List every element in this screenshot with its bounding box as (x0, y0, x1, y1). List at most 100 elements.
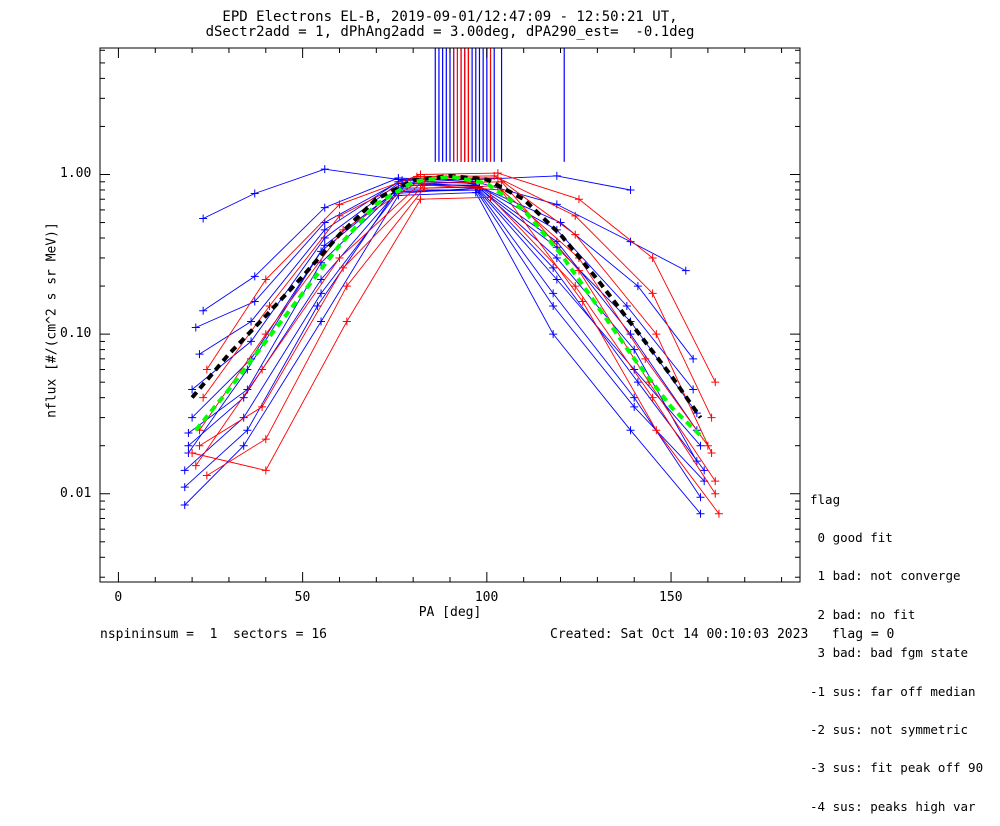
data-point-marker (681, 266, 690, 275)
data-point-marker (626, 185, 635, 194)
legend-title: flag (810, 491, 841, 507)
legend-item: 2 bad: no fit (810, 606, 916, 622)
data-point-marker (549, 263, 558, 272)
data-point-marker (652, 426, 661, 435)
flux-series-line (195, 179, 694, 360)
flux-series-line (184, 192, 701, 514)
flux-series-line (195, 181, 716, 482)
flag-legend: flag 0 good fit 1 bad: not converge 2 ba… (810, 468, 983, 826)
data-point-marker (261, 435, 270, 444)
y-tick-label: 1.00 (60, 166, 92, 182)
data-point-marker (195, 350, 204, 359)
data-point-marker (258, 402, 267, 411)
data-point-marker (247, 317, 256, 326)
data-point-marker (239, 413, 248, 422)
data-point-marker (711, 378, 720, 387)
data-point-marker (549, 302, 558, 311)
flux-series-line (202, 175, 713, 418)
data-point-marker (630, 402, 639, 411)
data-point-marker (250, 272, 259, 281)
data-point-marker (578, 297, 587, 306)
data-point-marker (696, 441, 705, 450)
data-point-marker (317, 317, 326, 326)
data-point-marker (250, 297, 259, 306)
data-point-marker (571, 282, 580, 291)
data-point-marker (320, 203, 329, 212)
data-point-marker (191, 323, 200, 332)
data-point-marker (707, 449, 716, 458)
chart-plot (99, 47, 801, 583)
data-point-marker (313, 302, 322, 311)
data-point-marker (696, 509, 705, 518)
data-point-marker (696, 493, 705, 502)
chart-title-line-2: dSectr2add = 1, dPhAng2add = 3.00deg, dP… (205, 24, 695, 40)
data-point-marker (342, 317, 351, 326)
flux-series-line (184, 189, 705, 482)
data-point-marker (552, 171, 561, 180)
data-point-marker (195, 441, 204, 450)
footer-info: nspininsum = 1 sectors = 16 (100, 627, 327, 642)
data-point-marker (700, 466, 709, 475)
data-point-marker (320, 225, 329, 234)
data-point-marker (571, 230, 580, 239)
data-point-marker (711, 489, 720, 498)
data-point-marker (475, 185, 484, 194)
flux-series-line (202, 177, 687, 312)
data-point-marker (243, 426, 252, 435)
data-point-marker (199, 214, 208, 223)
flux-series-line (184, 187, 701, 498)
flux-series-line (206, 185, 720, 514)
data-point-marker (320, 165, 329, 174)
data-point-marker (180, 501, 189, 510)
data-point-marker (641, 354, 650, 363)
data-point-marker (199, 306, 208, 315)
data-point-marker (626, 426, 635, 435)
legend-item: 3 bad: bad fgm state (810, 645, 969, 661)
data-point-marker (648, 289, 657, 298)
flux-series-line (191, 182, 698, 414)
data-point-marker (180, 483, 189, 492)
x-tick-label: 100 (474, 590, 499, 605)
data-point-marker (689, 354, 698, 363)
fit-curve-black (190, 173, 703, 419)
data-point-marker (339, 263, 348, 272)
data-point-marker (239, 441, 248, 450)
data-point-marker (703, 441, 712, 450)
data-point-marker (261, 275, 270, 284)
flux-series-line (206, 172, 716, 383)
data-point-marker (339, 225, 348, 234)
x-tick-label: 50 (294, 590, 311, 605)
data-point-marker (549, 330, 558, 339)
data-point-marker (652, 330, 661, 339)
y-tick-label: 0.10 (60, 326, 92, 342)
data-point-marker (335, 211, 344, 220)
data-point-marker (184, 441, 193, 450)
data-point-marker (239, 393, 248, 402)
data-point-marker (184, 429, 193, 438)
data-point-marker (180, 466, 189, 475)
data-point-marker (320, 241, 329, 250)
fit-curve-green (194, 174, 706, 441)
x-tick-label: 150 (659, 590, 683, 605)
x-axis-label: PA [deg] (418, 605, 482, 620)
data-point-marker (556, 218, 565, 227)
data-point-marker (188, 449, 197, 458)
flux-series-line (191, 196, 716, 494)
data-point-marker (622, 302, 631, 311)
data-point-marker (633, 378, 642, 387)
legend-item: 0 good fit (810, 529, 893, 545)
data-point-marker (490, 171, 499, 180)
y-axis-label: nflux [#/(cm^2 s sr MeV)] (44, 222, 60, 418)
data-point-marker (250, 189, 259, 198)
legend-item: -2 sus: not symmetric (810, 721, 969, 737)
legend-item: -4 sus: peaks high var (810, 798, 976, 814)
data-point-marker (689, 385, 698, 394)
flux-series-line (199, 181, 694, 390)
data-point-marker (188, 413, 197, 422)
data-point-marker (335, 200, 344, 209)
data-point-marker (202, 471, 211, 480)
data-point-marker (261, 330, 270, 339)
footer-created: Created: Sat Oct 14 00:10:03 2023 flag =… (550, 627, 895, 642)
flux-series-line (199, 184, 709, 447)
data-point-marker (552, 275, 561, 284)
